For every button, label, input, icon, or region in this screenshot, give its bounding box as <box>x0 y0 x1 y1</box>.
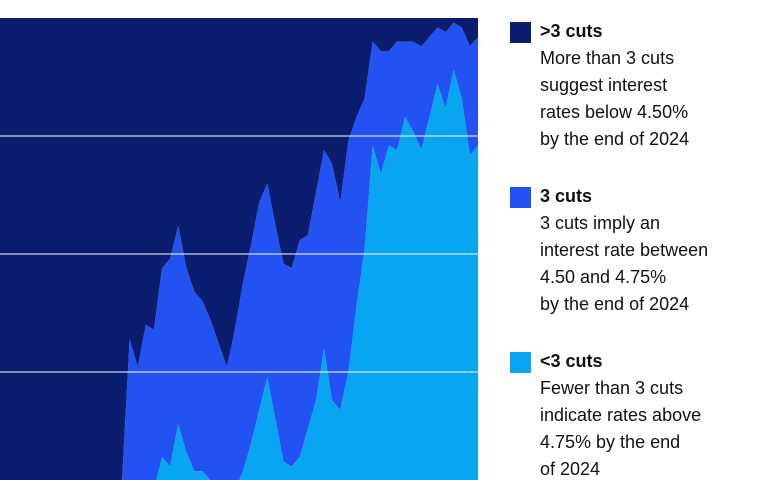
legend-description: suggest interest <box>540 75 667 95</box>
legend-label: <3 cuts <box>540 351 603 371</box>
legend-description: 3 cuts imply an <box>540 213 660 233</box>
legend-description: 4.75% by the end <box>540 432 680 452</box>
legend-description: by the end of 2024 <box>540 294 689 314</box>
legend-description: Fewer than 3 cuts <box>540 378 683 398</box>
legend-swatch <box>510 352 531 373</box>
legend-description: 4.50 and 4.75% <box>540 267 666 287</box>
area <box>156 69 478 480</box>
area <box>122 22 478 480</box>
legend-description: rates below 4.50% <box>540 102 688 122</box>
legend-description: interest rate between <box>540 240 708 260</box>
legend-swatch <box>510 22 531 43</box>
legend-label: >3 cuts <box>540 21 603 41</box>
legend-description: by the end of 2024 <box>540 129 689 149</box>
legend-description: indicate rates above <box>540 405 701 425</box>
legend-description: of 2024 <box>540 459 600 479</box>
legend-description: More than 3 cuts <box>540 48 674 68</box>
area <box>0 18 478 480</box>
legend-label: 3 cuts <box>540 186 592 206</box>
legend-swatch <box>510 187 531 208</box>
